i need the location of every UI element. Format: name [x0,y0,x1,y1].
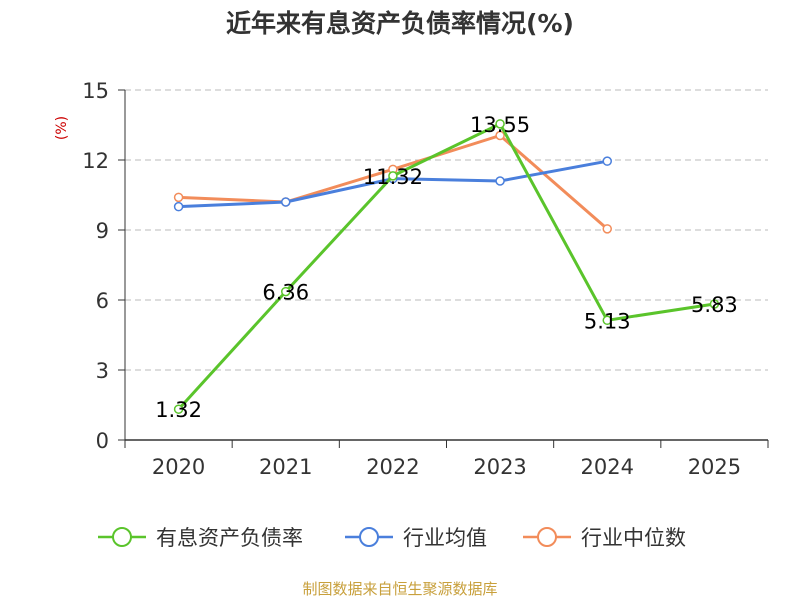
y-axis-unit-label: (%) [54,116,70,140]
data-label: 5.13 [584,309,631,333]
x-tick-label: 2020 [152,455,205,479]
legend-label: 有息资产负债率 [156,526,303,550]
x-tick-label: 2021 [259,455,312,479]
data-point [495,176,505,186]
x-tick-label: 2025 [688,455,741,479]
y-tick-label: 9 [96,219,109,243]
y-tick-label: 15 [82,79,109,103]
data-point [173,201,184,212]
data-labels: 1.32 6.36 11.32 13.55 5.13 5.83 [155,113,738,422]
x-tick-label: 2024 [581,455,634,479]
series-line [177,122,715,411]
chart-title: 近年来有息资产负债率情况(%) [226,9,574,38]
grid-lines [125,89,768,371]
series-lines [173,119,720,414]
data-point [281,197,291,207]
data-point [495,130,505,141]
axes: 0 3 6 9 12 15 2020 2021 2022 2023 2024 2025 [82,79,769,479]
data-point [602,315,612,326]
y-tick-label: 6 [96,289,109,313]
data-point [173,404,184,414]
legend-marker [359,527,379,547]
y-tick-label: 3 [96,359,109,383]
legend: 有息资产负债率 行业均值 行业中位数 [98,526,686,550]
data-label: 1.32 [155,398,202,422]
data-label: 13.55 [470,113,530,137]
x-tick-label: 2022 [366,455,419,479]
y-tick-label: 12 [82,149,109,173]
data-point [602,224,612,234]
data-point [388,171,398,181]
data-point [495,119,505,129]
data-point [281,286,291,297]
legend-label: 行业中位数 [581,526,686,550]
source-note: 制图数据来自恒生聚源数据库 [302,580,498,598]
legend-label: 行业均值 [403,526,487,550]
y-tick-label: 0 [96,429,109,453]
data-point [709,299,720,309]
x-tick-label: 2023 [473,455,526,479]
legend-marker [537,527,557,547]
data-label: 6.36 [262,281,309,305]
data-point [173,192,184,203]
data-label: 11.32 [363,165,423,189]
legend-marker [112,527,132,547]
data-point [602,156,612,166]
data-label: 5.83 [691,293,738,317]
